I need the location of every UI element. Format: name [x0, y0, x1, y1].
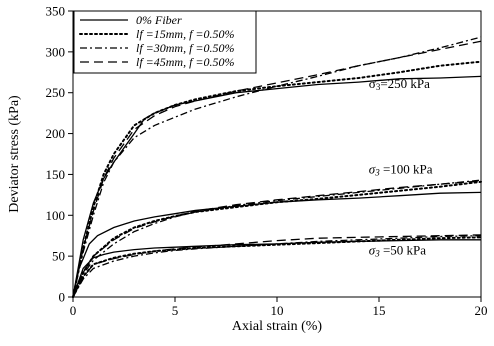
y-tick-label: 100	[46, 208, 66, 223]
legend-box	[73, 10, 257, 74]
x-axis-title: Axial strain (%)	[232, 319, 323, 334]
x-tick-label: 10	[271, 303, 284, 318]
x-tick-label: 15	[373, 303, 386, 318]
series-line-3-sigma3-50	[72, 235, 482, 298]
y-tick-label: 200	[46, 126, 66, 141]
x-tick-label: 0	[70, 303, 77, 318]
y-tick-label: 0	[59, 290, 66, 305]
series-line-1-sigma3-250	[72, 75, 482, 298]
y-tick-label: 350	[46, 4, 66, 19]
series-line-3-sigma3-100	[72, 179, 482, 298]
y-axis-title: Deviator stress (kPa)	[7, 95, 22, 213]
y-tick-label: 250	[46, 85, 66, 100]
y-tick-label: 150	[46, 167, 66, 182]
y-tick-label: 50	[52, 249, 65, 264]
legend-label-1: 0% Fiber	[136, 13, 182, 27]
annotation-sigma3-50: σ3 =50 kPa	[369, 243, 426, 259]
legend-label-3: lf =30mm, f =0.50%	[136, 41, 235, 55]
y-tick-label: 300	[46, 44, 66, 59]
series-line-4-sigma3-250	[72, 40, 482, 298]
legend-label-2: lf =15mm, f =0.50%	[136, 27, 235, 41]
x-tick-label: 20	[475, 303, 488, 318]
series-line-4-sigma3-100	[72, 180, 482, 298]
legend-label-4: lf =45mm, f =0.50%	[136, 55, 235, 69]
series-line-2-sigma3-250	[72, 60, 482, 298]
plot-content: σ3=250 kPa σ3 =100 kPa σ3 =50 kPa	[72, 36, 482, 298]
series-line-1-sigma3-100	[72, 191, 482, 298]
annotation-sigma3-100: σ3 =100 kPa	[369, 162, 433, 178]
series-line-4-sigma3-50	[72, 234, 482, 298]
annotation-sigma3-250: σ3=250 kPa	[369, 76, 430, 92]
x-tick-label: 5	[172, 303, 179, 318]
